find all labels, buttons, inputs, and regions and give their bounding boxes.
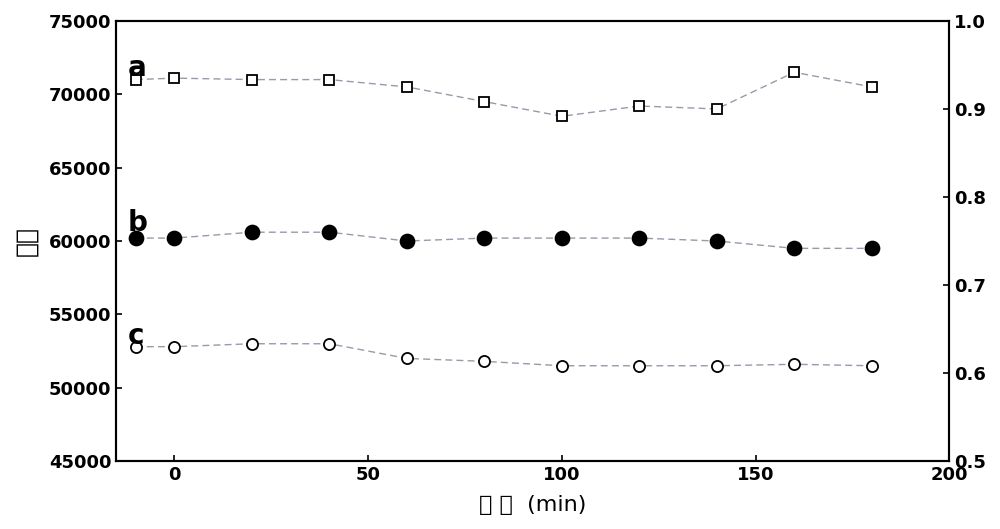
X-axis label: 时 间  (min): 时 间 (min) <box>479 495 586 515</box>
Text: b: b <box>128 209 148 238</box>
Text: c: c <box>128 322 144 350</box>
Text: a: a <box>128 54 147 82</box>
Y-axis label: 强度: 强度 <box>14 226 38 256</box>
